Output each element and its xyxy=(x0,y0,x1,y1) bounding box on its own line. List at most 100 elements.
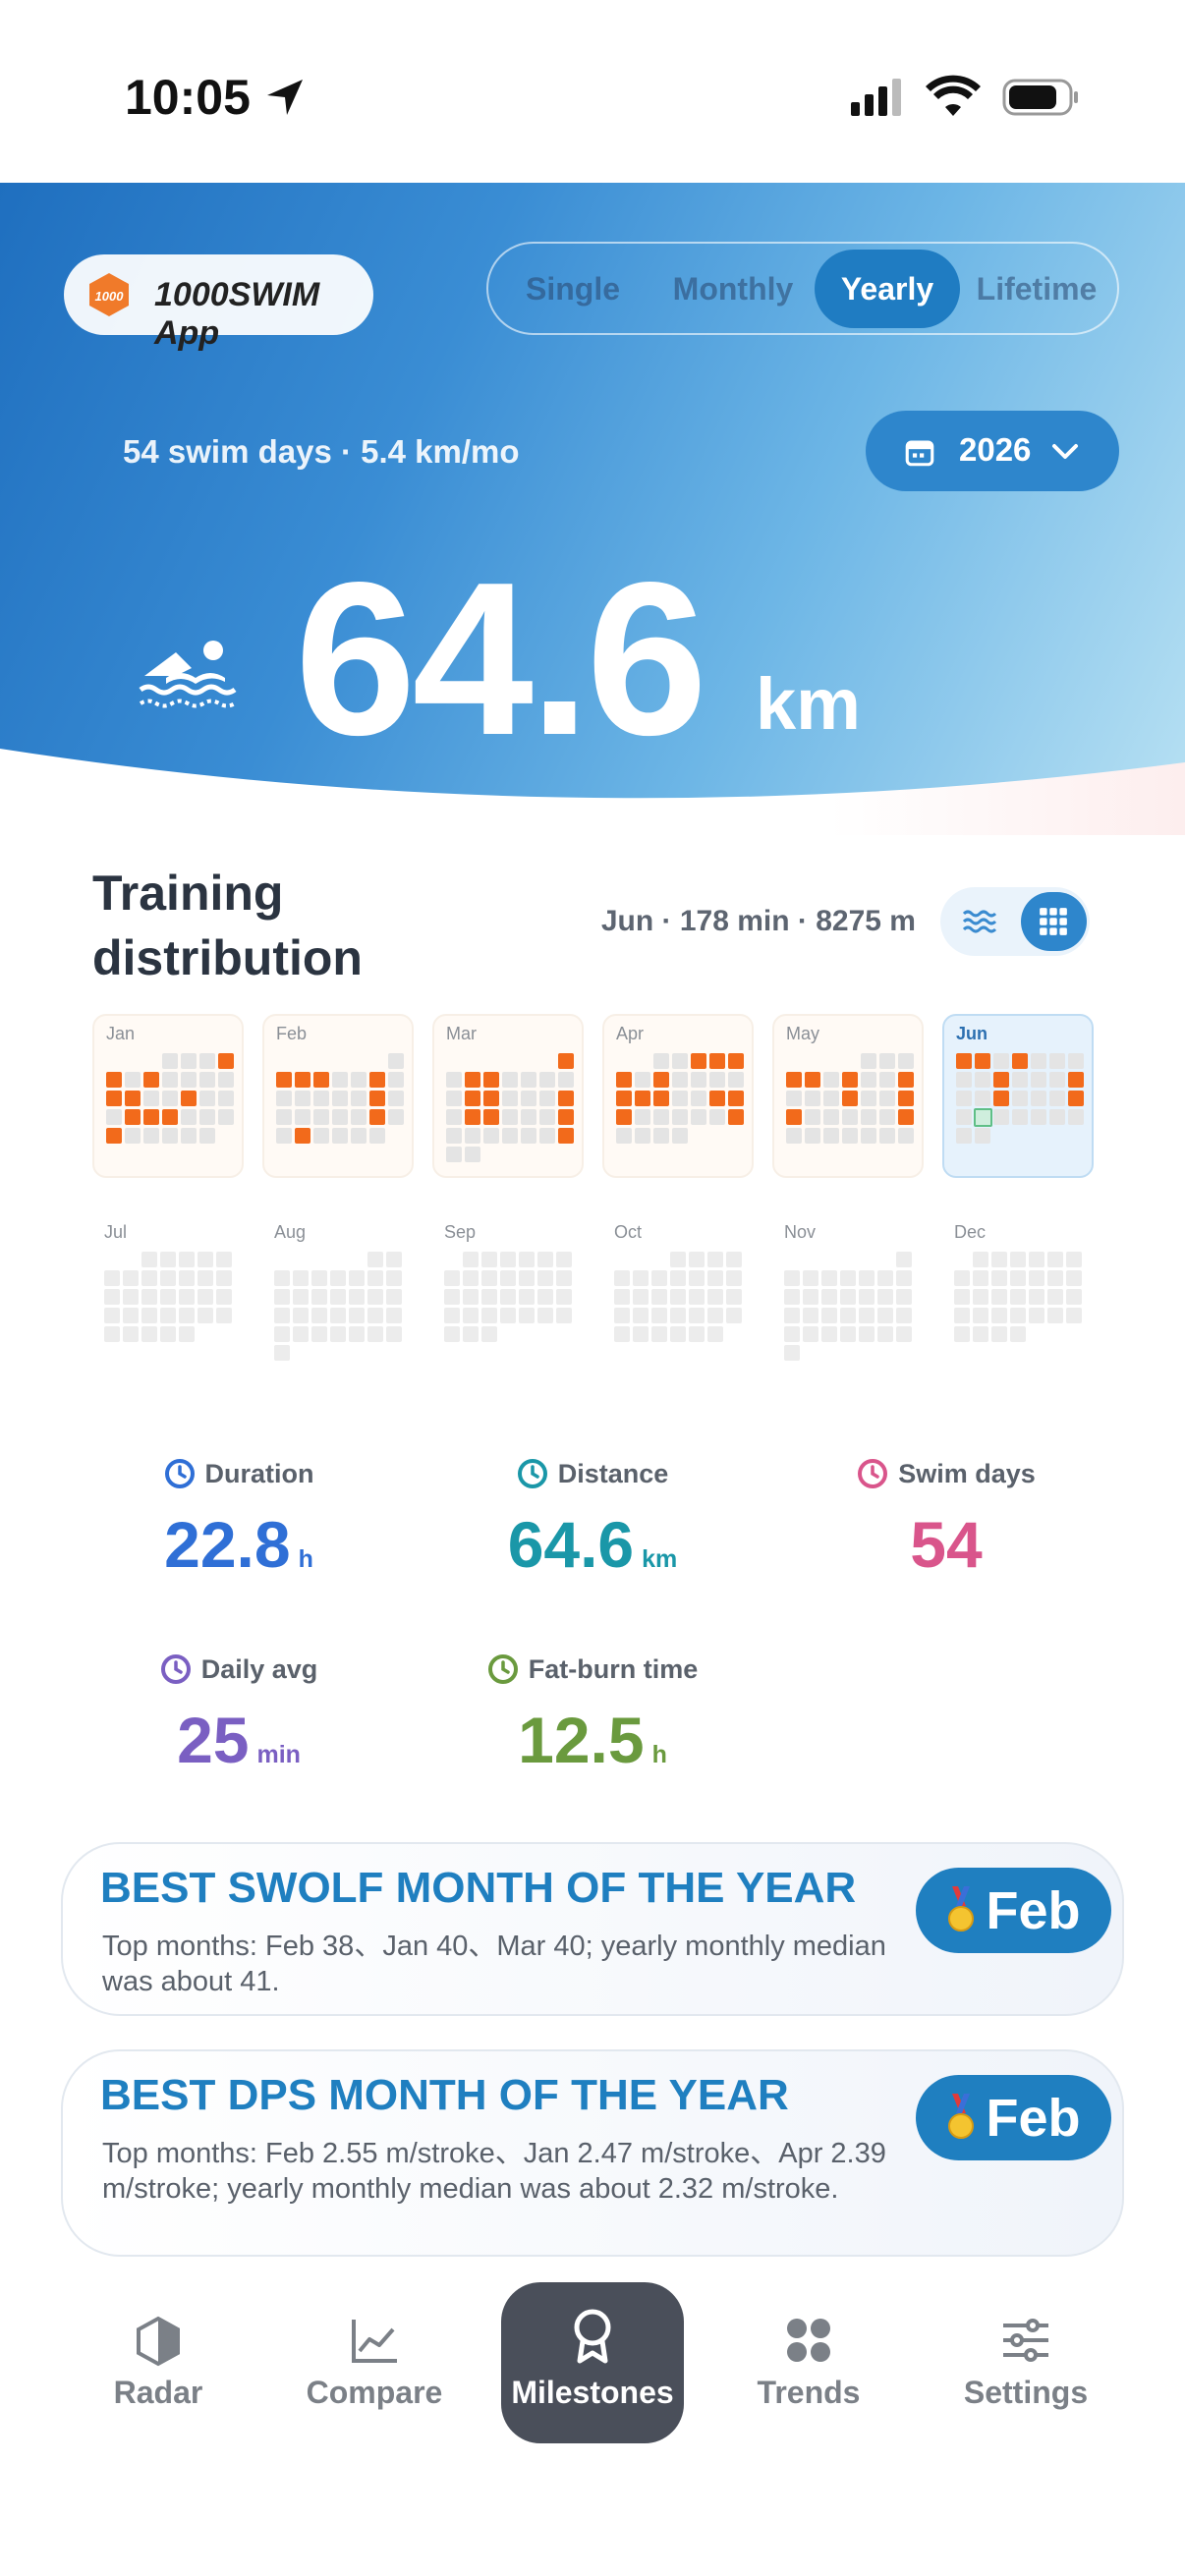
day-cell xyxy=(199,1091,215,1106)
day-cell xyxy=(821,1308,837,1323)
month-label: Dec xyxy=(954,1222,987,1242)
day-cell xyxy=(1066,1308,1082,1323)
calendar-icon xyxy=(905,440,934,467)
day-cell xyxy=(293,1270,309,1286)
day-cell xyxy=(784,1270,800,1286)
nav-icon xyxy=(787,2319,830,2362)
day-cell xyxy=(672,1053,688,1069)
month-label: May xyxy=(786,1024,820,1043)
highlight-title: BEST DPS MONTH OF THE YEAR xyxy=(100,2071,789,2119)
day-cell xyxy=(614,1289,630,1305)
day-cell xyxy=(635,1072,650,1088)
swim-day xyxy=(709,1091,725,1106)
day-cell xyxy=(786,1091,802,1106)
day-cell xyxy=(162,1128,178,1144)
day-cell xyxy=(216,1252,232,1267)
day-cell xyxy=(1029,1289,1044,1305)
day-cell xyxy=(1010,1289,1026,1305)
swim-day xyxy=(465,1091,480,1106)
day-cell xyxy=(1010,1270,1026,1286)
day-cell xyxy=(141,1326,157,1342)
day-cell xyxy=(635,1128,650,1144)
swim-day xyxy=(728,1109,744,1125)
app-icon: 1000 xyxy=(89,273,129,316)
day-cell xyxy=(444,1289,460,1305)
day-cell xyxy=(861,1072,876,1088)
nav-item[interactable]: Radar xyxy=(67,2282,250,2443)
nav-item[interactable]: Milestones xyxy=(501,2282,684,2443)
day-cell xyxy=(879,1109,895,1125)
stat-icon xyxy=(160,1654,191,1684)
day-cell xyxy=(786,1128,802,1144)
swim-day xyxy=(558,1053,574,1069)
day-cell xyxy=(386,1270,402,1286)
stat-label-row: Swim days xyxy=(779,1454,1113,1493)
nav-item[interactable]: Trends xyxy=(717,2282,900,2443)
month-label: Aug xyxy=(274,1222,307,1242)
day-cell xyxy=(707,1289,723,1305)
day-cell xyxy=(179,1326,195,1342)
day-cell xyxy=(537,1252,553,1267)
month-card: Nov xyxy=(772,1214,924,1378)
day-cell xyxy=(313,1091,329,1106)
day-cell xyxy=(859,1289,875,1305)
day-cell xyxy=(446,1072,462,1088)
day-cell xyxy=(311,1308,327,1323)
day-cell xyxy=(330,1289,346,1305)
day-cell xyxy=(991,1326,1007,1342)
day-cell xyxy=(295,1109,310,1125)
day-cell xyxy=(332,1072,348,1088)
day-cell xyxy=(1029,1270,1044,1286)
day-cell xyxy=(330,1270,346,1286)
tab[interactable]: Single xyxy=(525,271,620,307)
day-cell xyxy=(1049,1109,1065,1125)
toggle-waves[interactable] xyxy=(960,905,999,938)
tab[interactable]: Lifetime xyxy=(976,271,1098,307)
swim-day xyxy=(975,1053,990,1069)
day-cell xyxy=(635,1109,650,1125)
day-cell xyxy=(274,1270,290,1286)
day-cell xyxy=(143,1091,159,1106)
day-cell xyxy=(973,1270,988,1286)
day-cell xyxy=(444,1270,460,1286)
day-cell xyxy=(446,1128,462,1144)
app-badge[interactable]: 1000 1000SWIM App xyxy=(64,254,373,352)
day-cell xyxy=(1010,1252,1026,1267)
day-cell xyxy=(181,1109,197,1125)
day-cell xyxy=(954,1308,970,1323)
day-cell xyxy=(653,1053,669,1069)
tab[interactable]: Monthly xyxy=(672,271,794,307)
stat: Daily avg 25 min xyxy=(72,1650,406,1777)
day-cell xyxy=(784,1289,800,1305)
nav-item[interactable]: Settings xyxy=(934,2282,1117,2443)
day-cell xyxy=(500,1252,516,1267)
day-cell xyxy=(446,1147,462,1162)
day-cell xyxy=(141,1308,157,1323)
year-picker[interactable]: 2026 xyxy=(866,411,1119,491)
day-cell xyxy=(463,1308,479,1323)
tab[interactable]: Yearly xyxy=(815,250,960,328)
stat-value: 25 xyxy=(177,1704,250,1776)
day-cell xyxy=(954,1289,970,1305)
swim-day xyxy=(483,1072,499,1088)
month-card: Aug xyxy=(262,1214,414,1378)
swim-day xyxy=(143,1072,159,1088)
day-cell xyxy=(840,1289,856,1305)
stat: Fat-burn time 12.5 h xyxy=(425,1650,760,1777)
day-cell xyxy=(500,1270,516,1286)
day-cell xyxy=(274,1345,290,1361)
day-cell xyxy=(481,1308,497,1323)
month-card: Jan xyxy=(92,1014,244,1178)
status-time: 10:05 xyxy=(125,70,251,125)
nav-item[interactable]: Compare xyxy=(283,2282,466,2443)
day-cell xyxy=(367,1326,383,1342)
toggle-grid[interactable] xyxy=(1021,892,1087,951)
swim-day xyxy=(483,1109,499,1125)
day-cell xyxy=(369,1128,385,1144)
day-cell xyxy=(162,1091,178,1106)
month-card: Dec xyxy=(942,1214,1094,1378)
day-cell xyxy=(349,1308,365,1323)
day-cell xyxy=(198,1270,213,1286)
day-cell xyxy=(349,1326,365,1342)
day-cell xyxy=(842,1109,858,1125)
